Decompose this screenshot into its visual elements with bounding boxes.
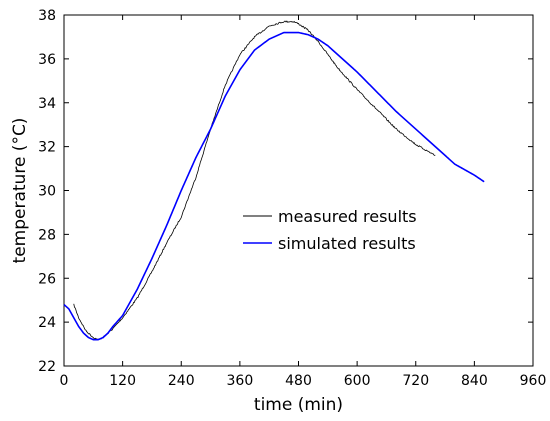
axis-ticks: 0 120 240 360 480 600 720 840 960 22 24 26 28 30 32 34 3… [38, 8, 546, 389]
x-tick-label: 960 [520, 373, 547, 389]
legend-label-simulated-results: simulated results [278, 234, 416, 253]
y-tick-label: 30 [38, 184, 56, 200]
y-tick-label: 24 [38, 315, 56, 331]
x-tick-label: 360 [227, 373, 254, 389]
x-tick-label: 480 [285, 373, 312, 389]
x-tick-label: 120 [109, 373, 136, 389]
y-tick-label: 32 [38, 140, 56, 156]
x-tick-label: 600 [344, 373, 371, 389]
x-tick-label: 720 [402, 373, 429, 389]
y-axis-label: temperature (°C) [10, 118, 30, 264]
y-tick-label: 28 [38, 227, 56, 243]
y-tick-label: 34 [38, 96, 56, 112]
data-series [63, 20, 485, 341]
x-tick-label: 240 [168, 373, 195, 389]
series-line-measured-results [73, 20, 436, 340]
legend: measured results simulated results [243, 207, 417, 253]
y-tick-label: 26 [38, 271, 56, 287]
plot-area-frame [63, 14, 534, 367]
legend-label-measured-results: measured results [278, 207, 417, 226]
x-tick-label: 0 [60, 373, 69, 389]
x-tick-label: 840 [461, 373, 488, 389]
y-tick-label: 36 [38, 52, 56, 68]
x-axis-label: time (min) [254, 395, 343, 415]
y-tick-label: 38 [38, 8, 56, 24]
series-line-simulated-results [63, 31, 485, 341]
y-tick-label: 22 [38, 359, 56, 375]
